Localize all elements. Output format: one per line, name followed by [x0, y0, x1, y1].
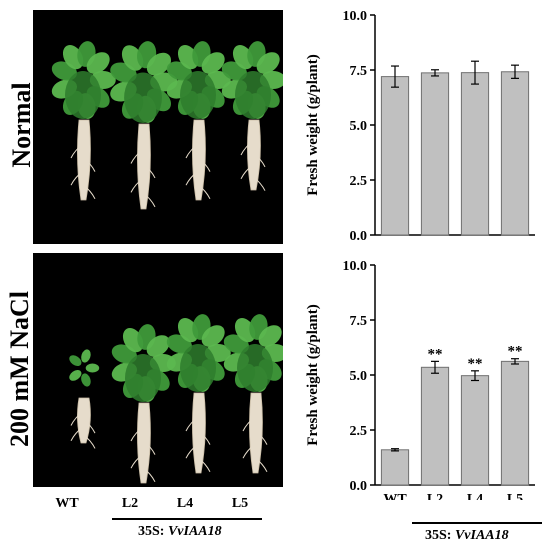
bar-l5 — [500, 71, 530, 236]
bar-wt — [380, 76, 410, 236]
x-tick-label: WT — [383, 492, 407, 500]
plants-nacl — [69, 314, 288, 484]
photo-normal — [33, 10, 286, 244]
plant — [111, 324, 176, 484]
photo-group-line — [112, 518, 262, 520]
significance-marker: ** — [468, 356, 483, 372]
y-tick-label: 10.0 — [343, 259, 368, 274]
y-tick-label: 0.0 — [350, 229, 368, 244]
y-tick-label: 5.0 — [350, 369, 368, 384]
bar-l5 — [500, 360, 530, 486]
y-tick-label: 0.0 — [350, 479, 368, 494]
x-tick-label: L4 — [467, 492, 483, 500]
photo-lane-label-wt: WT — [55, 496, 79, 511]
y-axis-label: Fresh weight (g/plant) — [305, 54, 321, 195]
plant — [51, 41, 116, 201]
y-tick-label: 7.5 — [350, 64, 368, 79]
plants-normal — [51, 41, 286, 210]
photo-lane-label-l2: L2 — [121, 496, 139, 511]
plant — [166, 41, 231, 201]
significance-marker: ** — [428, 346, 443, 362]
y-tick-label: 2.5 — [350, 424, 368, 439]
bar-l2 — [420, 72, 450, 236]
chart-group-line — [412, 522, 542, 524]
photo-group-label: 35S: VvIAA18 — [138, 524, 222, 539]
y-tick-label: 10.0 — [343, 9, 368, 24]
plant — [166, 314, 231, 474]
photo-lane-label-l4: L4 — [176, 496, 194, 511]
bar-wt — [380, 449, 410, 486]
photo-nacl — [33, 253, 288, 487]
plant — [110, 41, 178, 210]
bar-l4 — [460, 72, 490, 236]
bar-l2 — [420, 366, 450, 486]
plant — [69, 349, 100, 449]
chart-group-label: 35S: VvIAA18 — [425, 528, 509, 543]
significance-marker: ** — [508, 344, 523, 360]
photo-lane-label-l5: L5 — [231, 496, 249, 511]
bar-chart-normal: 0.0 2.5 5.0 7.5 10.0 Fresh weight (g/plant) — [305, 9, 535, 244]
bar-l4 — [460, 375, 490, 486]
row-label-nacl: 200 mM NaCl — [5, 291, 34, 447]
row-label-normal: Normal — [7, 82, 36, 168]
y-tick-label: 2.5 — [350, 174, 368, 189]
x-tick-label: L5 — [507, 492, 523, 500]
y-axis-label: Fresh weight (g/plant) — [305, 304, 321, 445]
plant — [223, 314, 288, 474]
plant — [221, 41, 286, 191]
bar-chart-nacl: 0.0 2.5 5.0 7.5 10.0 Fresh weight (g/plant) WT… — [305, 259, 535, 500]
x-tick-label: L2 — [427, 492, 443, 500]
y-tick-label: 7.5 — [350, 314, 368, 329]
y-tick-label: 5.0 — [350, 119, 368, 134]
